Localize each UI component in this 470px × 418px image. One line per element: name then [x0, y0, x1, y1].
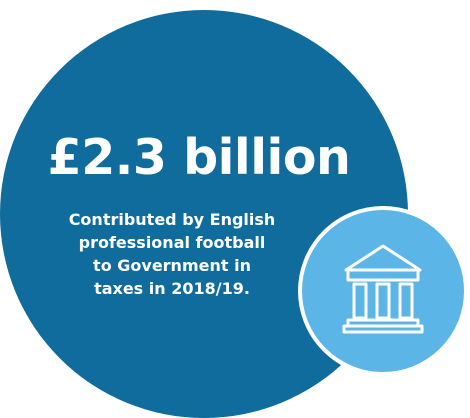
icon-badge — [298, 206, 468, 376]
caption-line: to Government in — [93, 256, 251, 275]
stat-circle: £2.3 billion Contributed by English prof… — [0, 10, 408, 418]
caption-line: professional football — [78, 233, 266, 252]
stat-amount: £2.3 billion — [47, 129, 351, 186]
government-building-icon — [342, 244, 424, 334]
stat-caption: Contributed by English professional foot… — [60, 208, 284, 300]
caption-line: taxes in 2018/19. — [94, 279, 250, 298]
caption-line: Contributed by English — [68, 210, 276, 229]
